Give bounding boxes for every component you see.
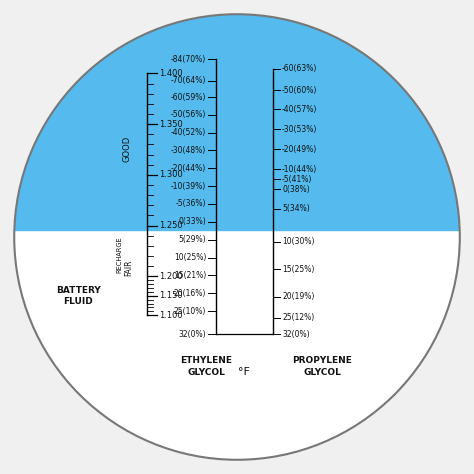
Text: 20(19%): 20(19%) bbox=[282, 292, 314, 301]
Text: GOOD: GOOD bbox=[123, 136, 131, 163]
Text: -5(41%): -5(41%) bbox=[282, 175, 312, 183]
Text: 15(21%): 15(21%) bbox=[174, 271, 206, 280]
Text: 32(0%): 32(0%) bbox=[179, 330, 206, 338]
Text: 10(30%): 10(30%) bbox=[282, 237, 315, 246]
Text: 1.400: 1.400 bbox=[159, 69, 183, 78]
Text: -84(70%): -84(70%) bbox=[171, 55, 206, 64]
Text: -50(60%): -50(60%) bbox=[282, 86, 318, 94]
Text: -10(44%): -10(44%) bbox=[282, 165, 317, 173]
Text: 10(25%): 10(25%) bbox=[174, 254, 206, 262]
Text: 1.200: 1.200 bbox=[159, 272, 183, 281]
Text: °F: °F bbox=[238, 367, 250, 377]
Bar bbox=[14, 14, 460, 230]
Text: RECHARGE: RECHARGE bbox=[117, 237, 122, 273]
Text: BATTERY
FLUID: BATTERY FLUID bbox=[56, 286, 100, 306]
Text: FAIR: FAIR bbox=[125, 260, 133, 276]
Text: 0(33%): 0(33%) bbox=[178, 218, 206, 226]
Text: -5(36%): -5(36%) bbox=[176, 200, 206, 208]
Text: -50(56%): -50(56%) bbox=[171, 110, 206, 119]
Text: 20(16%): 20(16%) bbox=[174, 289, 206, 298]
Text: 1.300: 1.300 bbox=[159, 171, 183, 179]
Text: -40(52%): -40(52%) bbox=[171, 128, 206, 137]
Text: -60(59%): -60(59%) bbox=[171, 93, 206, 101]
Text: 0(38%): 0(38%) bbox=[282, 185, 310, 193]
Text: 5(29%): 5(29%) bbox=[179, 236, 206, 244]
Text: 1.100: 1.100 bbox=[159, 311, 183, 319]
Text: 1.150: 1.150 bbox=[159, 292, 183, 300]
Text: -20(44%): -20(44%) bbox=[171, 164, 206, 173]
Text: -60(63%): -60(63%) bbox=[282, 64, 318, 73]
Text: 25(12%): 25(12%) bbox=[282, 313, 314, 322]
Text: 1.250: 1.250 bbox=[159, 221, 183, 230]
Text: 25(10%): 25(10%) bbox=[174, 307, 206, 316]
Text: -40(57%): -40(57%) bbox=[282, 105, 318, 114]
Text: 5(34%): 5(34%) bbox=[282, 204, 310, 213]
Text: 1.350: 1.350 bbox=[159, 120, 183, 128]
Text: 15(25%): 15(25%) bbox=[282, 265, 314, 273]
Text: -30(53%): -30(53%) bbox=[282, 125, 318, 134]
Text: 32(0%): 32(0%) bbox=[282, 330, 310, 338]
Text: PROPYLENE
GLYCOL: PROPYLENE GLYCOL bbox=[292, 356, 352, 376]
Text: -30(48%): -30(48%) bbox=[171, 146, 206, 155]
Text: ETHYLENE
GLYCOL: ETHYLENE GLYCOL bbox=[180, 356, 232, 376]
Text: -10(39%): -10(39%) bbox=[171, 182, 206, 191]
Circle shape bbox=[14, 14, 460, 460]
Text: -70(64%): -70(64%) bbox=[171, 76, 206, 85]
Text: -20(49%): -20(49%) bbox=[282, 145, 317, 154]
